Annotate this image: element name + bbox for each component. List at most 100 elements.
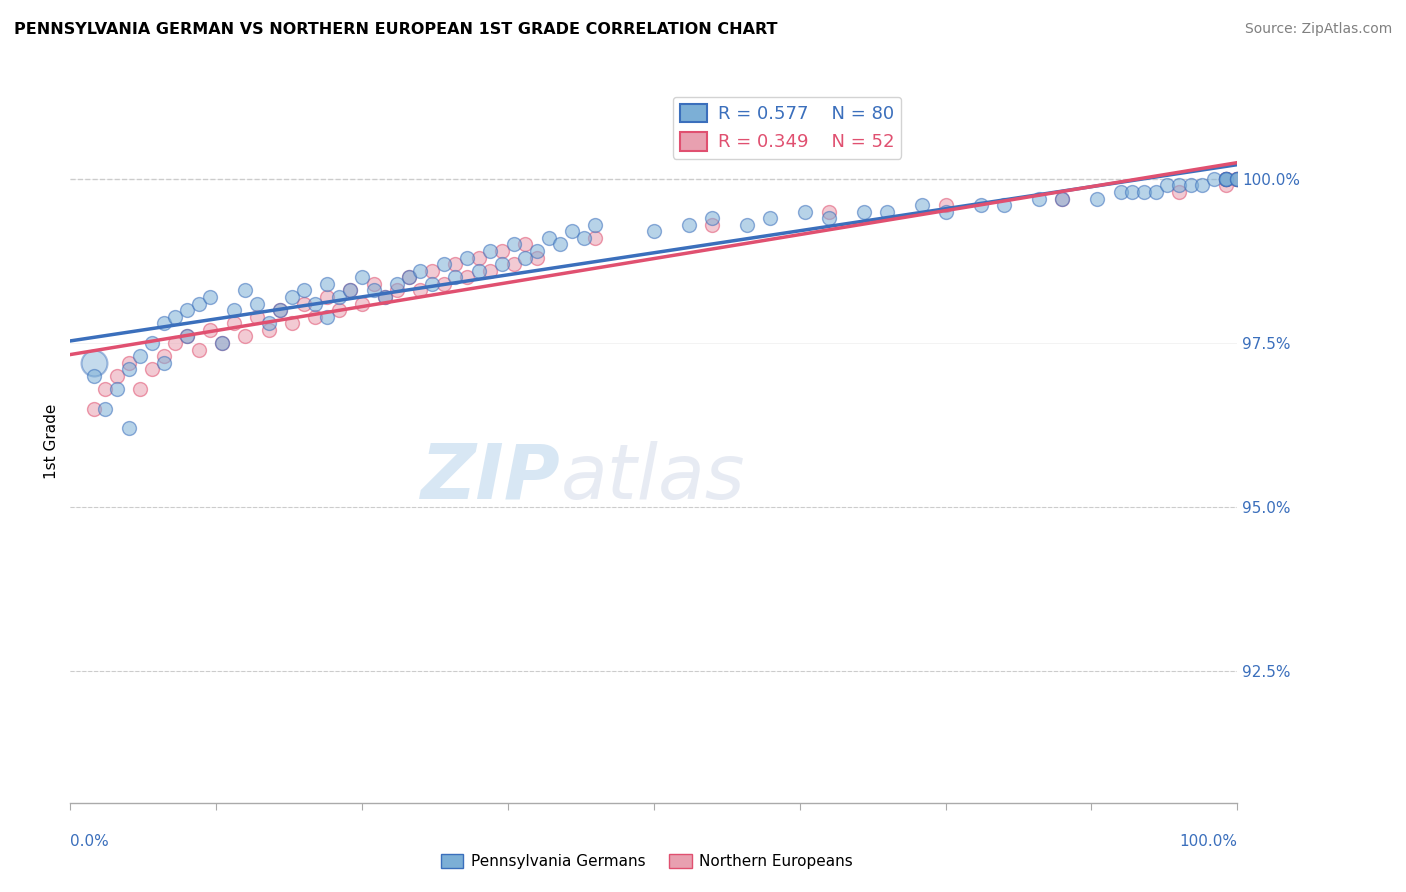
Point: [818, 204, 841, 219]
Point: [257, 323, 280, 337]
Point: [702, 218, 724, 232]
Point: [385, 277, 408, 291]
Point: [479, 264, 502, 278]
Point: [444, 270, 467, 285]
Point: [281, 290, 304, 304]
Point: [468, 264, 491, 278]
Legend: Pennsylvania Germans, Northern Europeans: Pennsylvania Germans, Northern Europeans: [434, 848, 859, 875]
Point: [328, 290, 350, 304]
Point: [246, 296, 269, 310]
Point: [1050, 192, 1074, 206]
Point: [165, 310, 187, 324]
Point: [176, 329, 198, 343]
Point: [211, 336, 233, 351]
Point: [211, 336, 233, 351]
Point: [1085, 192, 1108, 206]
Point: [1215, 171, 1237, 186]
Text: PENNSYLVANIA GERMAN VS NORTHERN EUROPEAN 1ST GRADE CORRELATION CHART: PENNSYLVANIA GERMAN VS NORTHERN EUROPEAN…: [14, 22, 778, 37]
Point: [304, 296, 326, 310]
Point: [409, 284, 432, 298]
Point: [374, 290, 396, 304]
Point: [152, 316, 174, 330]
Point: [1050, 192, 1074, 206]
Point: [479, 244, 502, 258]
Text: atlas: atlas: [561, 441, 745, 515]
Point: [129, 349, 152, 363]
Point: [526, 251, 548, 265]
Point: [1109, 185, 1132, 199]
Point: [141, 336, 163, 351]
Point: [246, 310, 269, 324]
Point: [152, 349, 174, 363]
Point: [502, 257, 524, 271]
Point: [1215, 171, 1237, 186]
Point: [702, 211, 724, 226]
Point: [585, 218, 607, 232]
Point: [281, 316, 304, 330]
Point: [456, 251, 478, 265]
Point: [1226, 171, 1249, 186]
Point: [257, 316, 280, 330]
Point: [934, 198, 956, 212]
Point: [363, 284, 385, 298]
Point: [491, 257, 513, 271]
Point: [1191, 178, 1213, 193]
Point: [969, 198, 991, 212]
Point: [141, 362, 163, 376]
Point: [1215, 171, 1237, 186]
Point: [934, 204, 956, 219]
Point: [94, 382, 117, 396]
Point: [304, 310, 326, 324]
Point: [398, 270, 420, 285]
Point: [152, 356, 174, 370]
Point: [374, 290, 396, 304]
Point: [1167, 185, 1189, 199]
Text: Source: ZipAtlas.com: Source: ZipAtlas.com: [1244, 22, 1392, 37]
Point: [398, 270, 420, 285]
Point: [292, 284, 315, 298]
Point: [1202, 171, 1225, 186]
Point: [561, 224, 583, 238]
Point: [1226, 171, 1249, 186]
Point: [200, 323, 222, 337]
Point: [502, 237, 524, 252]
Point: [176, 303, 198, 318]
Point: [643, 224, 665, 238]
Point: [1156, 178, 1178, 193]
Point: [1226, 171, 1249, 186]
Point: [352, 270, 374, 285]
Point: [572, 231, 595, 245]
Point: [83, 368, 105, 383]
Point: [1167, 178, 1189, 193]
Point: [1215, 171, 1237, 186]
Point: [363, 277, 385, 291]
Point: [385, 284, 408, 298]
Point: [537, 231, 560, 245]
Point: [433, 257, 456, 271]
Point: [222, 316, 245, 330]
Point: [83, 401, 105, 416]
Point: [165, 336, 187, 351]
Point: [550, 237, 572, 252]
Point: [491, 244, 513, 258]
Point: [1215, 171, 1237, 186]
Point: [233, 329, 256, 343]
Point: [269, 303, 291, 318]
Point: [1226, 171, 1249, 186]
Legend: R = 0.577    N = 80, R = 0.349    N = 52: R = 0.577 N = 80, R = 0.349 N = 52: [672, 96, 901, 159]
Point: [420, 277, 443, 291]
Point: [222, 303, 245, 318]
Point: [316, 310, 339, 324]
Point: [409, 264, 432, 278]
Y-axis label: 1st Grade: 1st Grade: [44, 404, 59, 479]
Point: [1226, 171, 1249, 186]
Point: [794, 204, 817, 219]
Point: [515, 237, 537, 252]
Point: [269, 303, 291, 318]
Point: [292, 296, 315, 310]
Point: [105, 368, 128, 383]
Point: [420, 264, 443, 278]
Point: [1028, 192, 1050, 206]
Point: [339, 284, 361, 298]
Point: [1121, 185, 1143, 199]
